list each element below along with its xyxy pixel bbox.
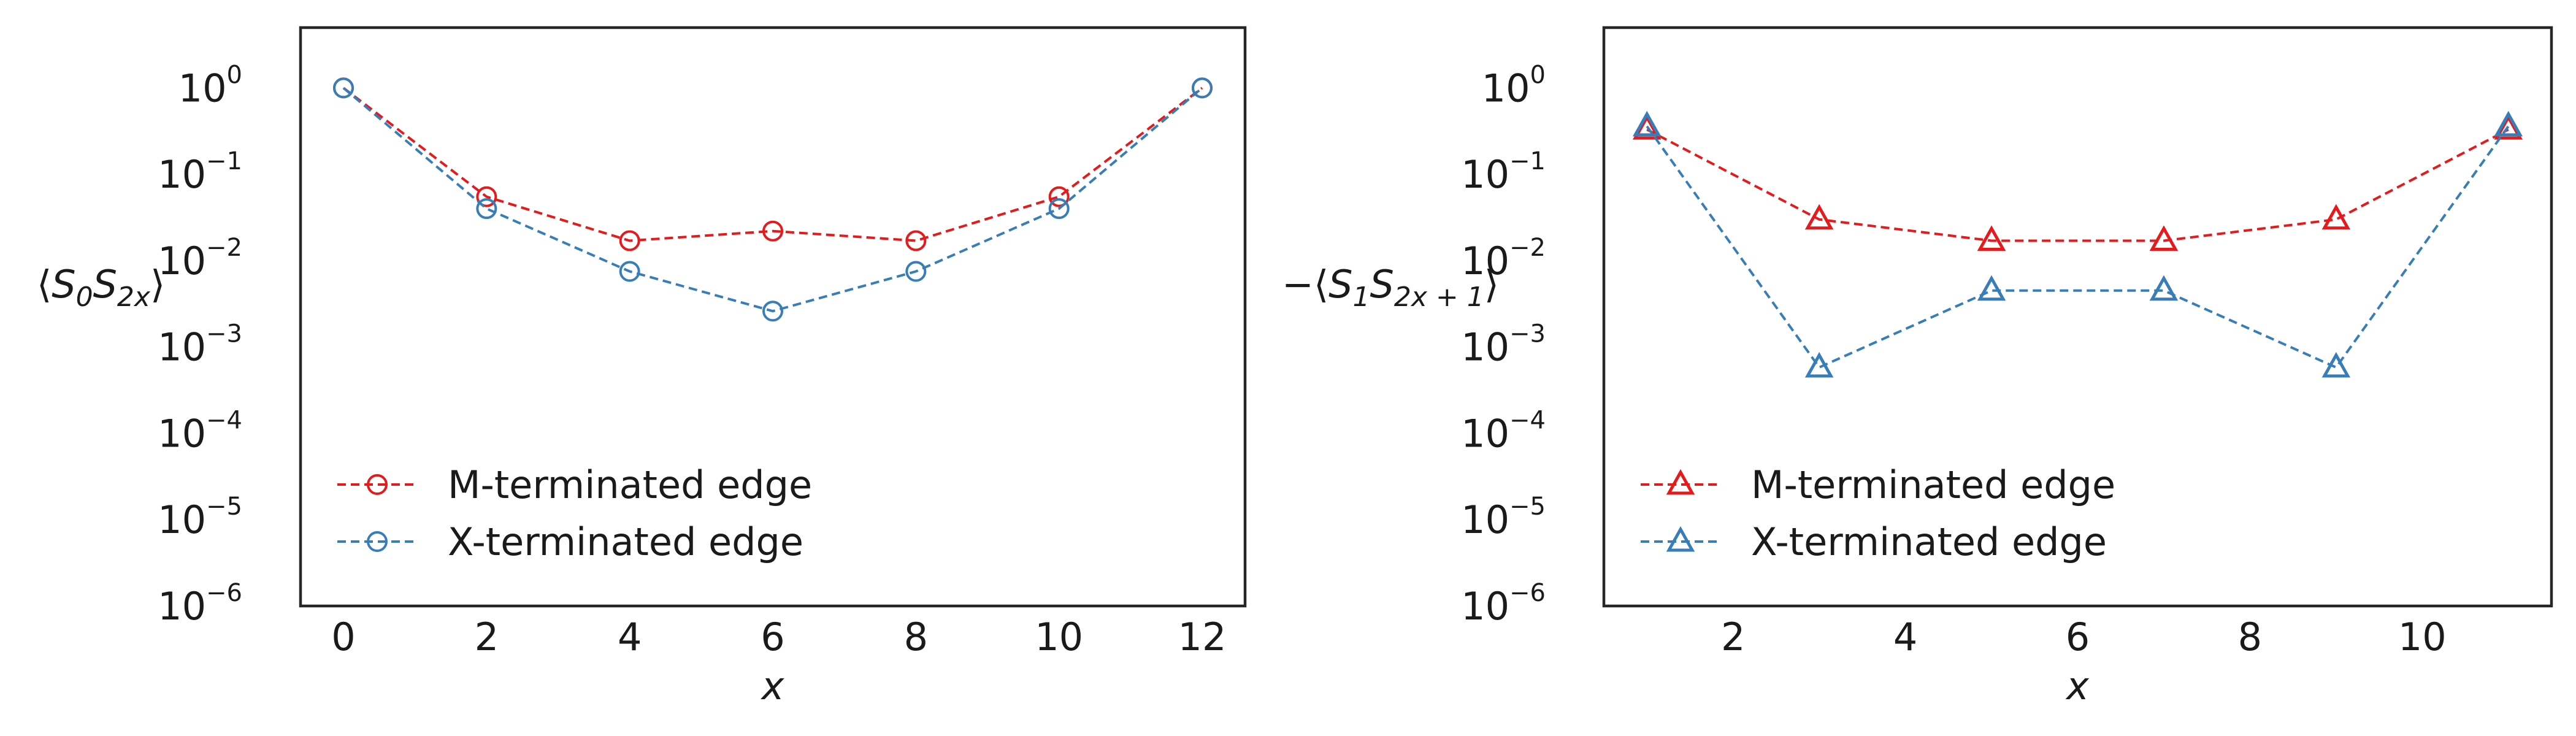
x-tick-label: 12 <box>1178 615 1227 659</box>
data-point <box>1804 204 1834 230</box>
y-tick-label: 10−1 <box>158 147 242 197</box>
data-point <box>476 198 497 220</box>
x-tick-label: 10 <box>2398 615 2447 659</box>
x-tick-label: 0 <box>331 615 355 659</box>
x-tick-label: 10 <box>1035 615 1083 659</box>
data-point <box>619 261 640 282</box>
data-point <box>1632 114 1662 140</box>
x-axis-title: x <box>2065 664 2090 708</box>
data-point <box>1977 275 2006 301</box>
data-point <box>333 77 354 99</box>
data-point <box>905 261 927 282</box>
y-tick-label: 10−2 <box>1461 234 1546 283</box>
x-tick-label: 8 <box>2238 615 2262 659</box>
legend-label: M-terminated edge <box>1751 462 2115 507</box>
data-point <box>905 230 927 251</box>
data-point <box>762 220 783 242</box>
x-tick-label: 2 <box>1721 615 1745 659</box>
data-point <box>1632 110 1662 137</box>
data-point <box>2321 204 2351 230</box>
data-point <box>1666 469 1695 495</box>
y-tick-label: 100 <box>1482 61 1546 110</box>
series-line <box>1646 128 2509 242</box>
data-point <box>1048 186 1070 207</box>
data-point <box>619 230 640 251</box>
y-tick-label: 10−5 <box>1461 493 1546 542</box>
data-point <box>367 531 388 552</box>
y-tick-label: 10−4 <box>158 406 242 456</box>
x-tick-label: 4 <box>1893 615 1917 659</box>
data-point <box>1666 526 1695 552</box>
x-tick-label: 6 <box>2066 615 2090 659</box>
y-tick-label: 10−3 <box>1461 320 1546 370</box>
chart-panel-1: 100 10−1 10−2 10−3 10−4 10−5 10−6 0 2 4 6 8 10 12 x ⟨S0… <box>37 26 1247 708</box>
data-point <box>1977 225 2006 251</box>
x-axis-title: x <box>761 664 785 708</box>
data-point <box>2494 110 2523 137</box>
y-tick-label: 10−5 <box>158 493 242 542</box>
y-tick-label: 10−1 <box>1461 147 1546 197</box>
data-point <box>1804 351 1834 378</box>
series-line <box>342 86 1203 242</box>
y-tick-label: 100 <box>178 61 242 110</box>
y-tick-label: 10−2 <box>158 234 242 283</box>
series-line <box>342 86 1203 313</box>
x-tick-label: 8 <box>904 615 928 659</box>
y-tick-label: 10−4 <box>1461 406 1546 456</box>
series-line <box>1646 125 2510 369</box>
x-tick-label: 6 <box>761 615 784 659</box>
y-axis-title: ⟨S0S2x⟩ <box>37 262 165 313</box>
y-axis-title: −⟨S1S2x + 1⟩ <box>1282 262 1499 313</box>
y-tick-label: 10−6 <box>1461 579 1546 629</box>
legend-label: M-terminated edge <box>448 462 812 507</box>
data-point <box>2321 351 2351 378</box>
data-point <box>2149 275 2179 301</box>
plot-frame <box>299 26 1247 608</box>
y-tick-label: 10−3 <box>158 320 242 370</box>
data-point <box>367 474 388 495</box>
legend-label: X-terminated edge <box>1751 519 2107 564</box>
data-point <box>1048 198 1070 220</box>
legend-label: X-terminated edge <box>448 519 803 564</box>
chart-panel-2: 100 10−1 10−2 10−3 10−4 10−5 10−6 2 4 6 8 10 x −⟨S1S2… <box>1282 26 2553 708</box>
data-point <box>476 186 497 207</box>
plot-frame <box>1602 26 2553 608</box>
x-tick-label: 4 <box>618 615 642 659</box>
data-point <box>762 301 783 322</box>
x-tick-label: 2 <box>475 615 499 659</box>
y-tick-label: 10−6 <box>158 579 242 629</box>
data-point <box>1192 77 1213 99</box>
data-point <box>2494 114 2523 140</box>
data-point <box>2149 225 2179 251</box>
